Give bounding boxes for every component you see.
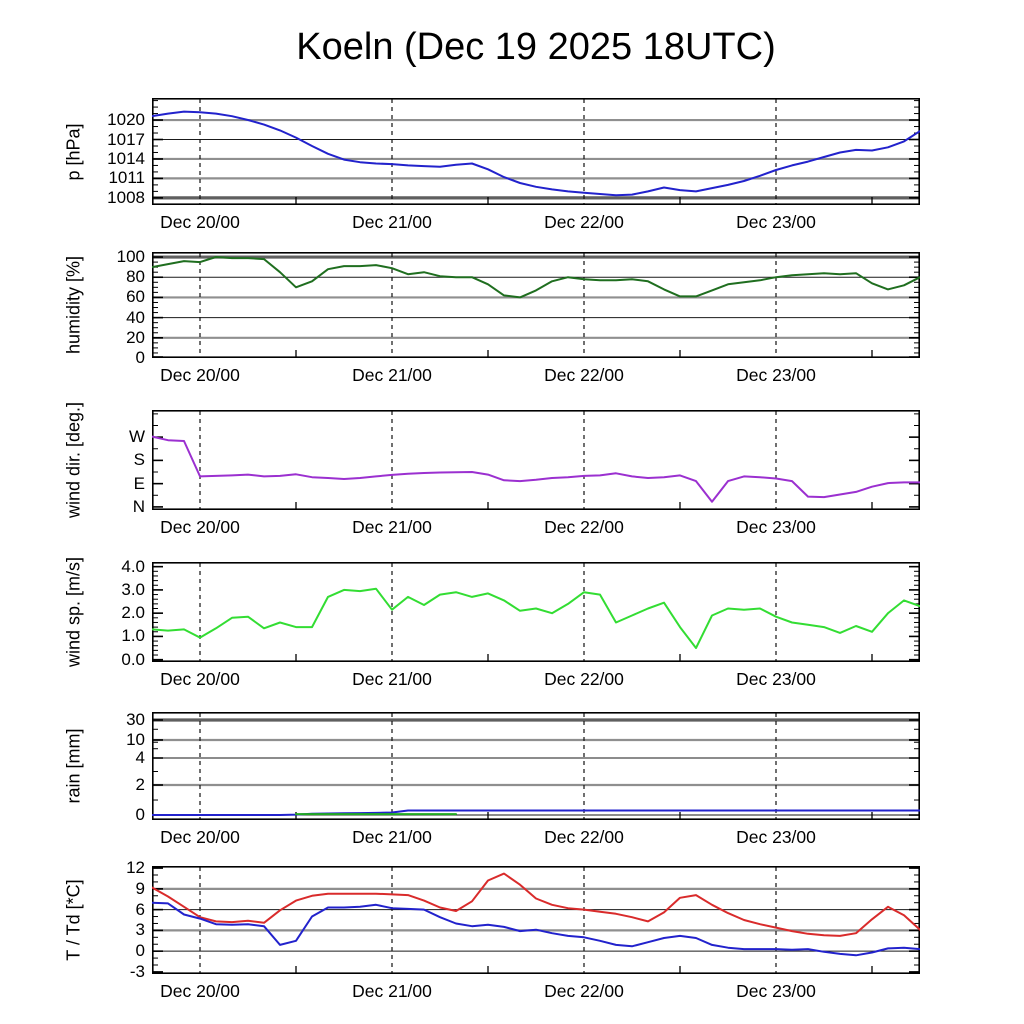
ytick-label-pressure: 1008 [107, 187, 145, 207]
ytick-label-pressure: 1011 [108, 168, 145, 188]
series-temperature [152, 872, 920, 937]
ytick-label-wind_dir: W [128, 427, 145, 447]
xtick-label-temperature: Dec 21/00 [352, 981, 432, 1001]
ytick-label-pressure: 1014 [107, 148, 145, 168]
xtick-label-wind_speed: Dec 20/00 [160, 669, 240, 689]
ytick-label-humidity: 20 [126, 327, 145, 347]
xtick-label-wind_dir: Dec 23/00 [736, 517, 816, 537]
ytick-label-wind_dir: N [132, 496, 145, 516]
xtick-label-humidity: Dec 21/00 [352, 365, 432, 385]
ytick-label-humidity: 60 [126, 287, 145, 307]
xtick-label-temperature: Dec 23/00 [736, 981, 816, 1001]
ytick-label-rain: 0 [135, 805, 145, 825]
ytick-label-wind_dir: S [133, 450, 145, 470]
plot-wind_speed [152, 562, 920, 662]
ytick-label-wind_speed: 4.0 [121, 556, 145, 576]
xtick-label-pressure: Dec 22/00 [544, 212, 624, 232]
ytick-label-rain: 30 [126, 709, 145, 729]
xtick-label-temperature: Dec 20/00 [160, 981, 240, 1001]
series-relative_humidity [152, 256, 920, 299]
ytick-label-wind_speed: 2.0 [121, 603, 145, 623]
xtick-label-pressure: Dec 21/00 [352, 212, 432, 232]
ytick-label-rain: 2 [135, 775, 145, 794]
xtick-label-wind_speed: Dec 21/00 [352, 669, 432, 689]
ytick-label-wind_speed: 3.0 [121, 579, 145, 599]
ytick-label-temperature: 3 [135, 920, 145, 940]
ytick-label-humidity: 40 [126, 307, 145, 327]
ytick-label-humidity: 80 [126, 267, 145, 287]
xtick-label-wind_dir: Dec 21/00 [352, 517, 432, 537]
ytick-label-rain: 4 [135, 748, 145, 767]
xtick-label-rain: Dec 20/00 [160, 827, 240, 847]
ytick-label-temperature: 6 [135, 899, 145, 919]
ytick-label-rain: 10 [126, 729, 145, 749]
xtick-label-wind_dir: Dec 22/00 [544, 517, 624, 537]
plot-temperature [152, 866, 920, 974]
xtick-label-humidity: Dec 23/00 [736, 365, 816, 385]
xtick-label-humidity: Dec 22/00 [544, 365, 624, 385]
ytick-label-temperature: -3 [129, 961, 145, 981]
xtick-label-wind_dir: Dec 20/00 [160, 517, 240, 537]
plot-humidity [152, 252, 920, 358]
xtick-label-rain: Dec 22/00 [544, 827, 624, 847]
chart-title: Koeln (Dec 19 2025 18UTC) [296, 26, 776, 68]
series-rain_accum [152, 809, 920, 816]
xtick-label-rain: Dec 23/00 [736, 827, 816, 847]
plot-wind_dir [152, 410, 920, 510]
ytick-label-pressure: 1017 [107, 129, 145, 149]
series-dewpoint [152, 901, 920, 957]
ytick-label-temperature: 9 [135, 878, 145, 898]
xtick-label-wind_speed: Dec 23/00 [736, 669, 816, 689]
series-wind_speed [152, 587, 920, 649]
ytick-label-humidity: 100 [116, 247, 145, 267]
series-pressure [152, 110, 920, 197]
ytick-label-wind_dir: E [133, 473, 145, 493]
plot-rain [152, 712, 920, 820]
ytick-label-wind_speed: 0.0 [121, 649, 145, 669]
xtick-label-rain: Dec 21/00 [352, 827, 432, 847]
ytick-label-wind_speed: 1.0 [121, 626, 145, 646]
xtick-label-humidity: Dec 20/00 [160, 365, 240, 385]
xtick-label-wind_speed: Dec 22/00 [544, 669, 624, 689]
xtick-label-pressure: Dec 23/00 [736, 212, 816, 232]
ytick-label-pressure: 1020 [107, 110, 145, 130]
ytick-label-temperature: 12 [126, 858, 145, 878]
plot-pressure [152, 98, 920, 205]
series-wind_direction [152, 435, 920, 503]
xtick-label-temperature: Dec 22/00 [544, 981, 624, 1001]
ytick-label-humidity: 0 [135, 348, 145, 367]
xtick-label-pressure: Dec 20/00 [160, 212, 240, 232]
ytick-label-temperature: 0 [135, 941, 145, 961]
